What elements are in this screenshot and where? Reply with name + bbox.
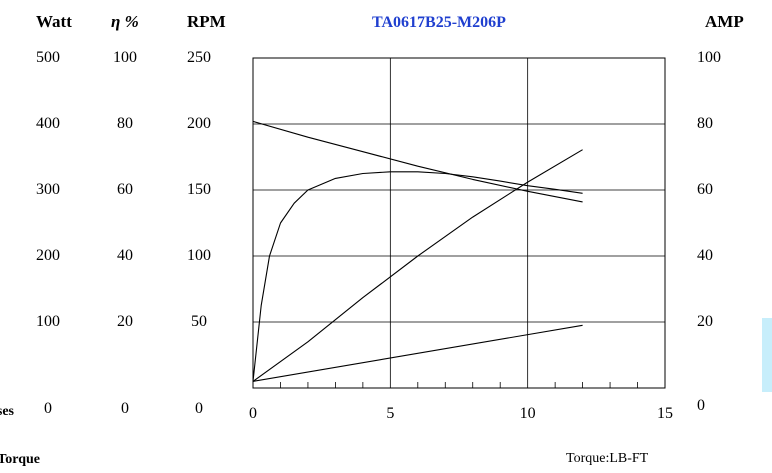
right-axis-tick: 80 <box>697 115 713 132</box>
left-axis-tick: 250 <box>187 49 211 66</box>
left-axis-tick: 60 <box>117 181 133 198</box>
series-line-1 <box>252 171 583 382</box>
torque-label: Torque <box>0 452 40 467</box>
left-axis-tick: 40 <box>117 247 133 264</box>
series-line-2 <box>252 149 583 382</box>
left-axis-tick: 0 <box>44 400 52 417</box>
right-axis-tick: 100 <box>697 49 721 66</box>
left-axis-tick: 200 <box>36 247 60 264</box>
left-axis-tick: 0 <box>195 400 203 417</box>
plot-frame <box>252 57 666 389</box>
right-axis-tick: 20 <box>697 313 713 330</box>
series-line-3 <box>252 324 583 382</box>
left-axis-header-1: η % <box>111 12 139 31</box>
left-axis-tick: 100 <box>36 313 60 330</box>
chart-title: TA0617B25-M206P <box>372 14 506 31</box>
left-axis-header-0: Watt <box>36 12 72 31</box>
right-axis-header: AMP <box>705 12 744 31</box>
left-axis-tick: 200 <box>187 115 211 132</box>
x-axis-label: Torque:LB-FT <box>566 451 649 466</box>
left-axis-tick: 0 <box>121 400 129 417</box>
left-axis-tick: 400 <box>36 115 60 132</box>
x-axis-tick: 15 <box>657 405 673 422</box>
side-panel-edge <box>762 318 772 392</box>
x-axis-tick: 5 <box>386 405 395 422</box>
x-axis-tick: 10 <box>519 405 536 422</box>
left-axis-tick: 100 <box>187 247 211 264</box>
x-axis-tick: 0 <box>249 405 257 422</box>
left-axis-tick: 150 <box>187 181 211 198</box>
left-axis-tick: 300 <box>36 181 60 198</box>
left-axis-header-2: RPM <box>187 12 226 31</box>
left-axis-tick: 50 <box>191 313 207 330</box>
left-axis-tick: 500 <box>36 49 60 66</box>
left-axis-tick: 20 <box>117 313 133 330</box>
right-axis-tick: 0 <box>697 397 705 414</box>
right-axis-tick: 40 <box>697 247 713 264</box>
series-line-0 <box>252 120 583 203</box>
losses-label: Losses <box>0 404 14 419</box>
left-axis-tick: 80 <box>117 115 133 132</box>
right-axis-tick: 60 <box>697 181 713 198</box>
left-axis-tick: 100 <box>113 49 137 66</box>
